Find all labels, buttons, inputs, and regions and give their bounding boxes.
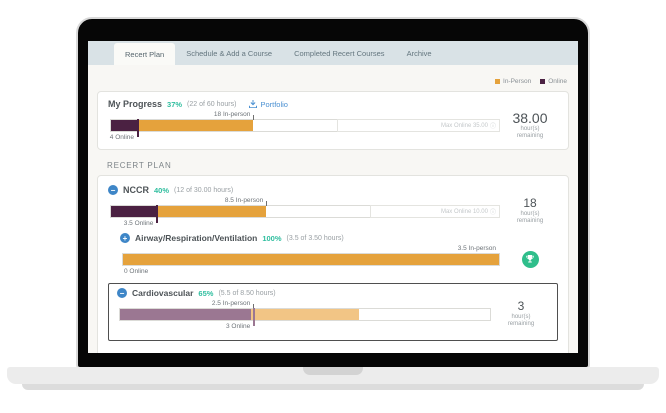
remaining-word: remaining [507, 320, 535, 327]
max-online-zone: Max Online 10.00 ⓘ [369, 205, 500, 218]
laptop-base-shadow [22, 384, 644, 390]
remaining-unit: hour(s) [520, 126, 540, 133]
tab-bar: Recert Plan Schedule & Add a Course Comp… [88, 41, 578, 65]
course-row-nccr: − NCCR 40% (12 of 30.00 hours) 8.5 In-pe… [108, 185, 558, 227]
in-person-hours-label: 8.5 In-person [224, 197, 264, 204]
airway-progress-bar: 3.5 In-person 0 Online [122, 245, 500, 275]
online-hours-label: 3.5 Online [123, 220, 154, 227]
in-person-hours-label: 3.5 In-person [457, 245, 496, 252]
legend-in-person: In-Person [495, 78, 531, 85]
expand-icon[interactable]: + [120, 233, 130, 243]
legend-online-label: Online [548, 78, 567, 85]
online-segment [120, 309, 251, 320]
cardiovascular-remaining: 3 hour(s) remaining [493, 299, 549, 328]
airway-complete [502, 250, 558, 268]
collapse-icon[interactable]: − [117, 288, 127, 298]
nccr-remaining: 18 hour(s) remaining [502, 196, 558, 225]
max-online-label: Max Online 10.00 [440, 208, 488, 215]
main-content: In-Person Online My Progress 37% (22 of … [88, 65, 578, 353]
online-hours-label: 3 Online [225, 323, 251, 330]
legend-in-person-label: In-Person [503, 78, 532, 85]
course-percent: 65% [198, 288, 214, 298]
in-person-hours-label: 2.5 In-person [211, 300, 251, 307]
my-progress-title: My Progress [108, 99, 163, 109]
course-name: NCCR [123, 185, 149, 195]
course-percent: 40% [154, 185, 170, 195]
max-online-zone: Max Online 35.00 ⓘ [337, 119, 500, 132]
remaining-word: remaining [516, 217, 544, 224]
in-person-swatch-icon [495, 79, 501, 84]
in-person-segment [250, 309, 360, 320]
laptop-base [7, 367, 659, 384]
info-icon[interactable]: ⓘ [489, 210, 496, 216]
info-icon[interactable]: ⓘ [489, 124, 496, 130]
in-person-tick [253, 304, 255, 309]
remaining-value: 38.00 [512, 110, 548, 127]
course-hours: (5.5 of 8.50 hours) [218, 289, 276, 297]
course-hours: (12 of 30.00 hours) [174, 186, 234, 194]
laptop-screen: Recert Plan Schedule & Add a Course Comp… [88, 41, 578, 353]
course-row-cardiovascular: − Cardiovascular 65% (5.5 of 8.50 hours)… [108, 283, 558, 341]
download-icon [249, 100, 258, 108]
in-person-tick [266, 201, 268, 206]
in-person-segment [156, 206, 267, 217]
laptop-notch [303, 367, 363, 375]
nccr-progress-bar: 8.5 In-person Max Online 10.00 ⓘ 3.5 Onl… [110, 197, 500, 227]
remaining-value: 3 [517, 299, 525, 314]
portfolio-link[interactable]: Portfolio [249, 100, 288, 109]
tab-recert-plan[interactable]: Recert Plan [114, 43, 176, 65]
online-segment [111, 206, 157, 217]
online-segment [111, 120, 137, 131]
in-person-segment [123, 254, 499, 265]
course-row-airway: + Airway/Respiration/Ventilation 100% (3… [120, 233, 558, 275]
course-name: Cardiovascular [132, 288, 194, 298]
collapse-icon[interactable]: − [108, 185, 118, 195]
max-online-label: Max Online 35.00 [440, 122, 488, 129]
my-progress-remaining: 38.00 hour(s) remaining [502, 110, 558, 140]
online-hours-label: 4 Online [109, 134, 134, 141]
my-progress-hours: (22 of 60 hours) [187, 100, 237, 108]
remaining-value: 18 [523, 196, 537, 211]
remaining-unit: hour(s) [511, 314, 531, 320]
online-tick [253, 308, 256, 326]
remaining-unit: hour(s) [520, 211, 540, 217]
tab-completed-recert-courses[interactable]: Completed Recert Courses [294, 48, 385, 58]
cardiovascular-progress-bar: 2.5 In-person 3 Online [119, 300, 491, 330]
remaining-word: remaining [516, 133, 544, 140]
tab-schedule-add-course[interactable]: Schedule & Add a Course [186, 48, 273, 58]
in-person-hours-label: 18 In-person [213, 111, 251, 118]
online-tick [136, 119, 139, 137]
my-progress-panel: My Progress 37% (22 of 60 hours) Portfol… [97, 91, 569, 150]
course-hours: (3.5 of 3.50 hours) [286, 234, 344, 242]
online-hours-label: 0 Online [124, 268, 149, 275]
in-person-tick [253, 115, 255, 120]
tab-archive[interactable]: Archive [406, 48, 432, 58]
legend: In-Person Online [88, 65, 578, 89]
my-progress-percent: 37% [167, 99, 183, 109]
portfolio-label: Portfolio [260, 99, 288, 109]
online-swatch-icon [540, 79, 546, 84]
my-progress-bar: 18 In-person Max Online 35.00 ⓘ 4 Online [110, 111, 500, 141]
online-tick [156, 205, 159, 223]
trophy-icon [521, 250, 539, 268]
recert-plan-panel: − NCCR 40% (12 of 30.00 hours) 8.5 In-pe… [97, 175, 569, 353]
course-percent: 100% [262, 233, 282, 243]
in-person-segment [136, 120, 254, 131]
course-name: Airway/Respiration/Ventilation [135, 233, 258, 243]
recert-plan-section-title: RECERT PLAN [107, 161, 172, 170]
legend-online: Online [540, 78, 567, 85]
